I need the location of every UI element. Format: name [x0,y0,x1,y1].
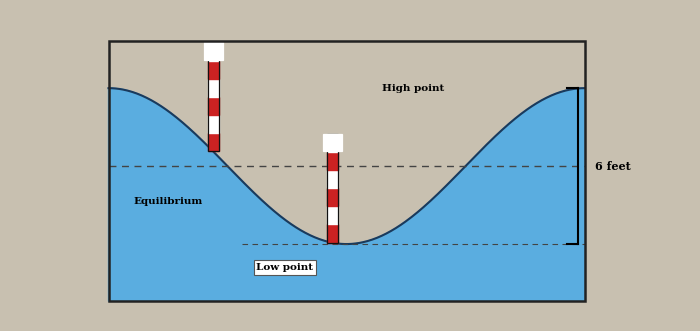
Bar [327,133,338,152]
Text: 6 feet: 6 feet [595,161,631,171]
Bar [108,41,584,301]
Bar [208,115,219,133]
Bar [327,152,338,170]
Bar [327,206,338,224]
Bar [204,42,223,60]
Bar [208,42,219,61]
Text: High point: High point [382,84,444,93]
Bar [208,42,219,152]
Bar [327,133,338,243]
Polygon shape [108,88,584,301]
Bar [327,224,338,243]
Text: Low point: Low point [256,263,313,272]
Bar [327,188,338,206]
Bar [208,133,219,152]
Bar [208,97,219,115]
Bar [323,133,342,151]
Text: Equilibrium: Equilibrium [133,197,202,206]
Polygon shape [108,41,584,301]
Bar [208,79,219,97]
Bar [208,61,219,79]
Bar [327,170,338,188]
